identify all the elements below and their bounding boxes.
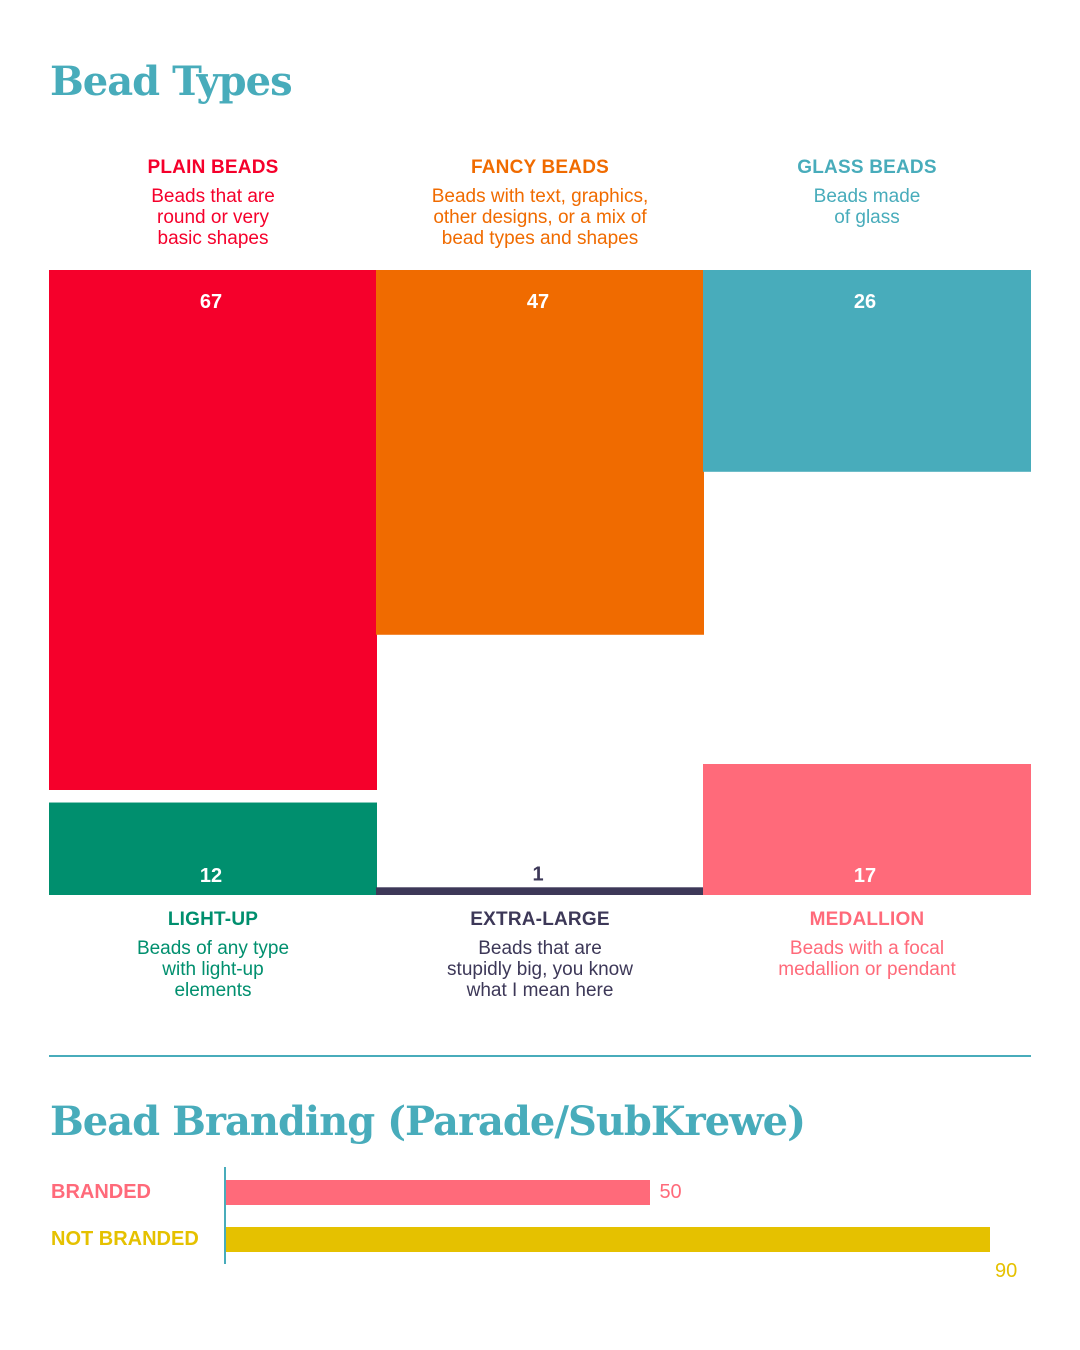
value-label-fancy: 47 <box>527 291 549 313</box>
bar-glass <box>703 270 1031 472</box>
category-description: Beads that are round or very basic shape… <box>151 186 275 249</box>
category-fancy-beads: FANCY BEADS Beads with text, graphics, o… <box>376 157 704 249</box>
branding-axis-line <box>224 1167 226 1264</box>
bar-lightup <box>49 802 377 895</box>
category-description: Beads with text, graphics, other designs… <box>431 186 649 249</box>
branding-bar-not-branded <box>226 1227 990 1252</box>
category-description: Beads that are stupidly big, you know wh… <box>447 938 633 1001</box>
category-description: Beads made of glass <box>813 186 921 228</box>
category-description: Beads with a focal medallion or pendant <box>778 938 956 980</box>
category-name: LIGHT-UP <box>167 909 259 930</box>
value-label-glass: 26 <box>854 291 876 313</box>
bar-plain <box>49 270 377 790</box>
category-plain-beads: PLAIN BEADS Beads that are round or very… <box>49 157 377 249</box>
category-name: MEDALLION <box>809 909 925 930</box>
category-description: Beads of any type with light-up elements <box>136 938 290 1001</box>
category-name: FANCY BEADS <box>470 157 610 178</box>
category-light-up: LIGHT-UP Beads of any type with light-up… <box>49 909 377 1001</box>
value-label-medallion: 17 <box>854 865 876 887</box>
category-name: GLASS BEADS <box>797 157 937 178</box>
value-label-plain: 67 <box>200 291 222 313</box>
bar-fancy <box>376 270 704 635</box>
chart-title-bead-branding: Bead Branding (Parade/SubKrewe) <box>50 1098 806 1145</box>
value-label-lightup: 12 <box>200 865 222 887</box>
chart-title-bead-types: Bead Types <box>50 58 293 105</box>
bead-types-chart: 67 47 26 12 1 17 <box>49 270 1031 895</box>
branding-label-not-branded: NOT BRANDED <box>51 1228 199 1250</box>
category-medallion: MEDALLION Beads with a focal medallion o… <box>703 909 1031 980</box>
bar-medallion <box>703 764 1031 895</box>
category-name: EXTRA-LARGE <box>470 909 610 930</box>
section-divider <box>49 1055 1031 1057</box>
branding-label-branded: BRANDED <box>51 1181 151 1203</box>
bar-xl <box>376 887 704 895</box>
category-extra-large: EXTRA-LARGE Beads that are stupidly big,… <box>376 909 704 1001</box>
category-glass-beads: GLASS BEADS Beads made of glass <box>703 157 1031 228</box>
value-label-xl: 1 <box>532 863 543 885</box>
branding-value-branded: 50 <box>659 1181 682 1203</box>
branding-bar-branded <box>226 1180 651 1205</box>
category-name: PLAIN BEADS <box>147 157 279 178</box>
branding-value-not-branded: 90 <box>995 1260 1018 1282</box>
